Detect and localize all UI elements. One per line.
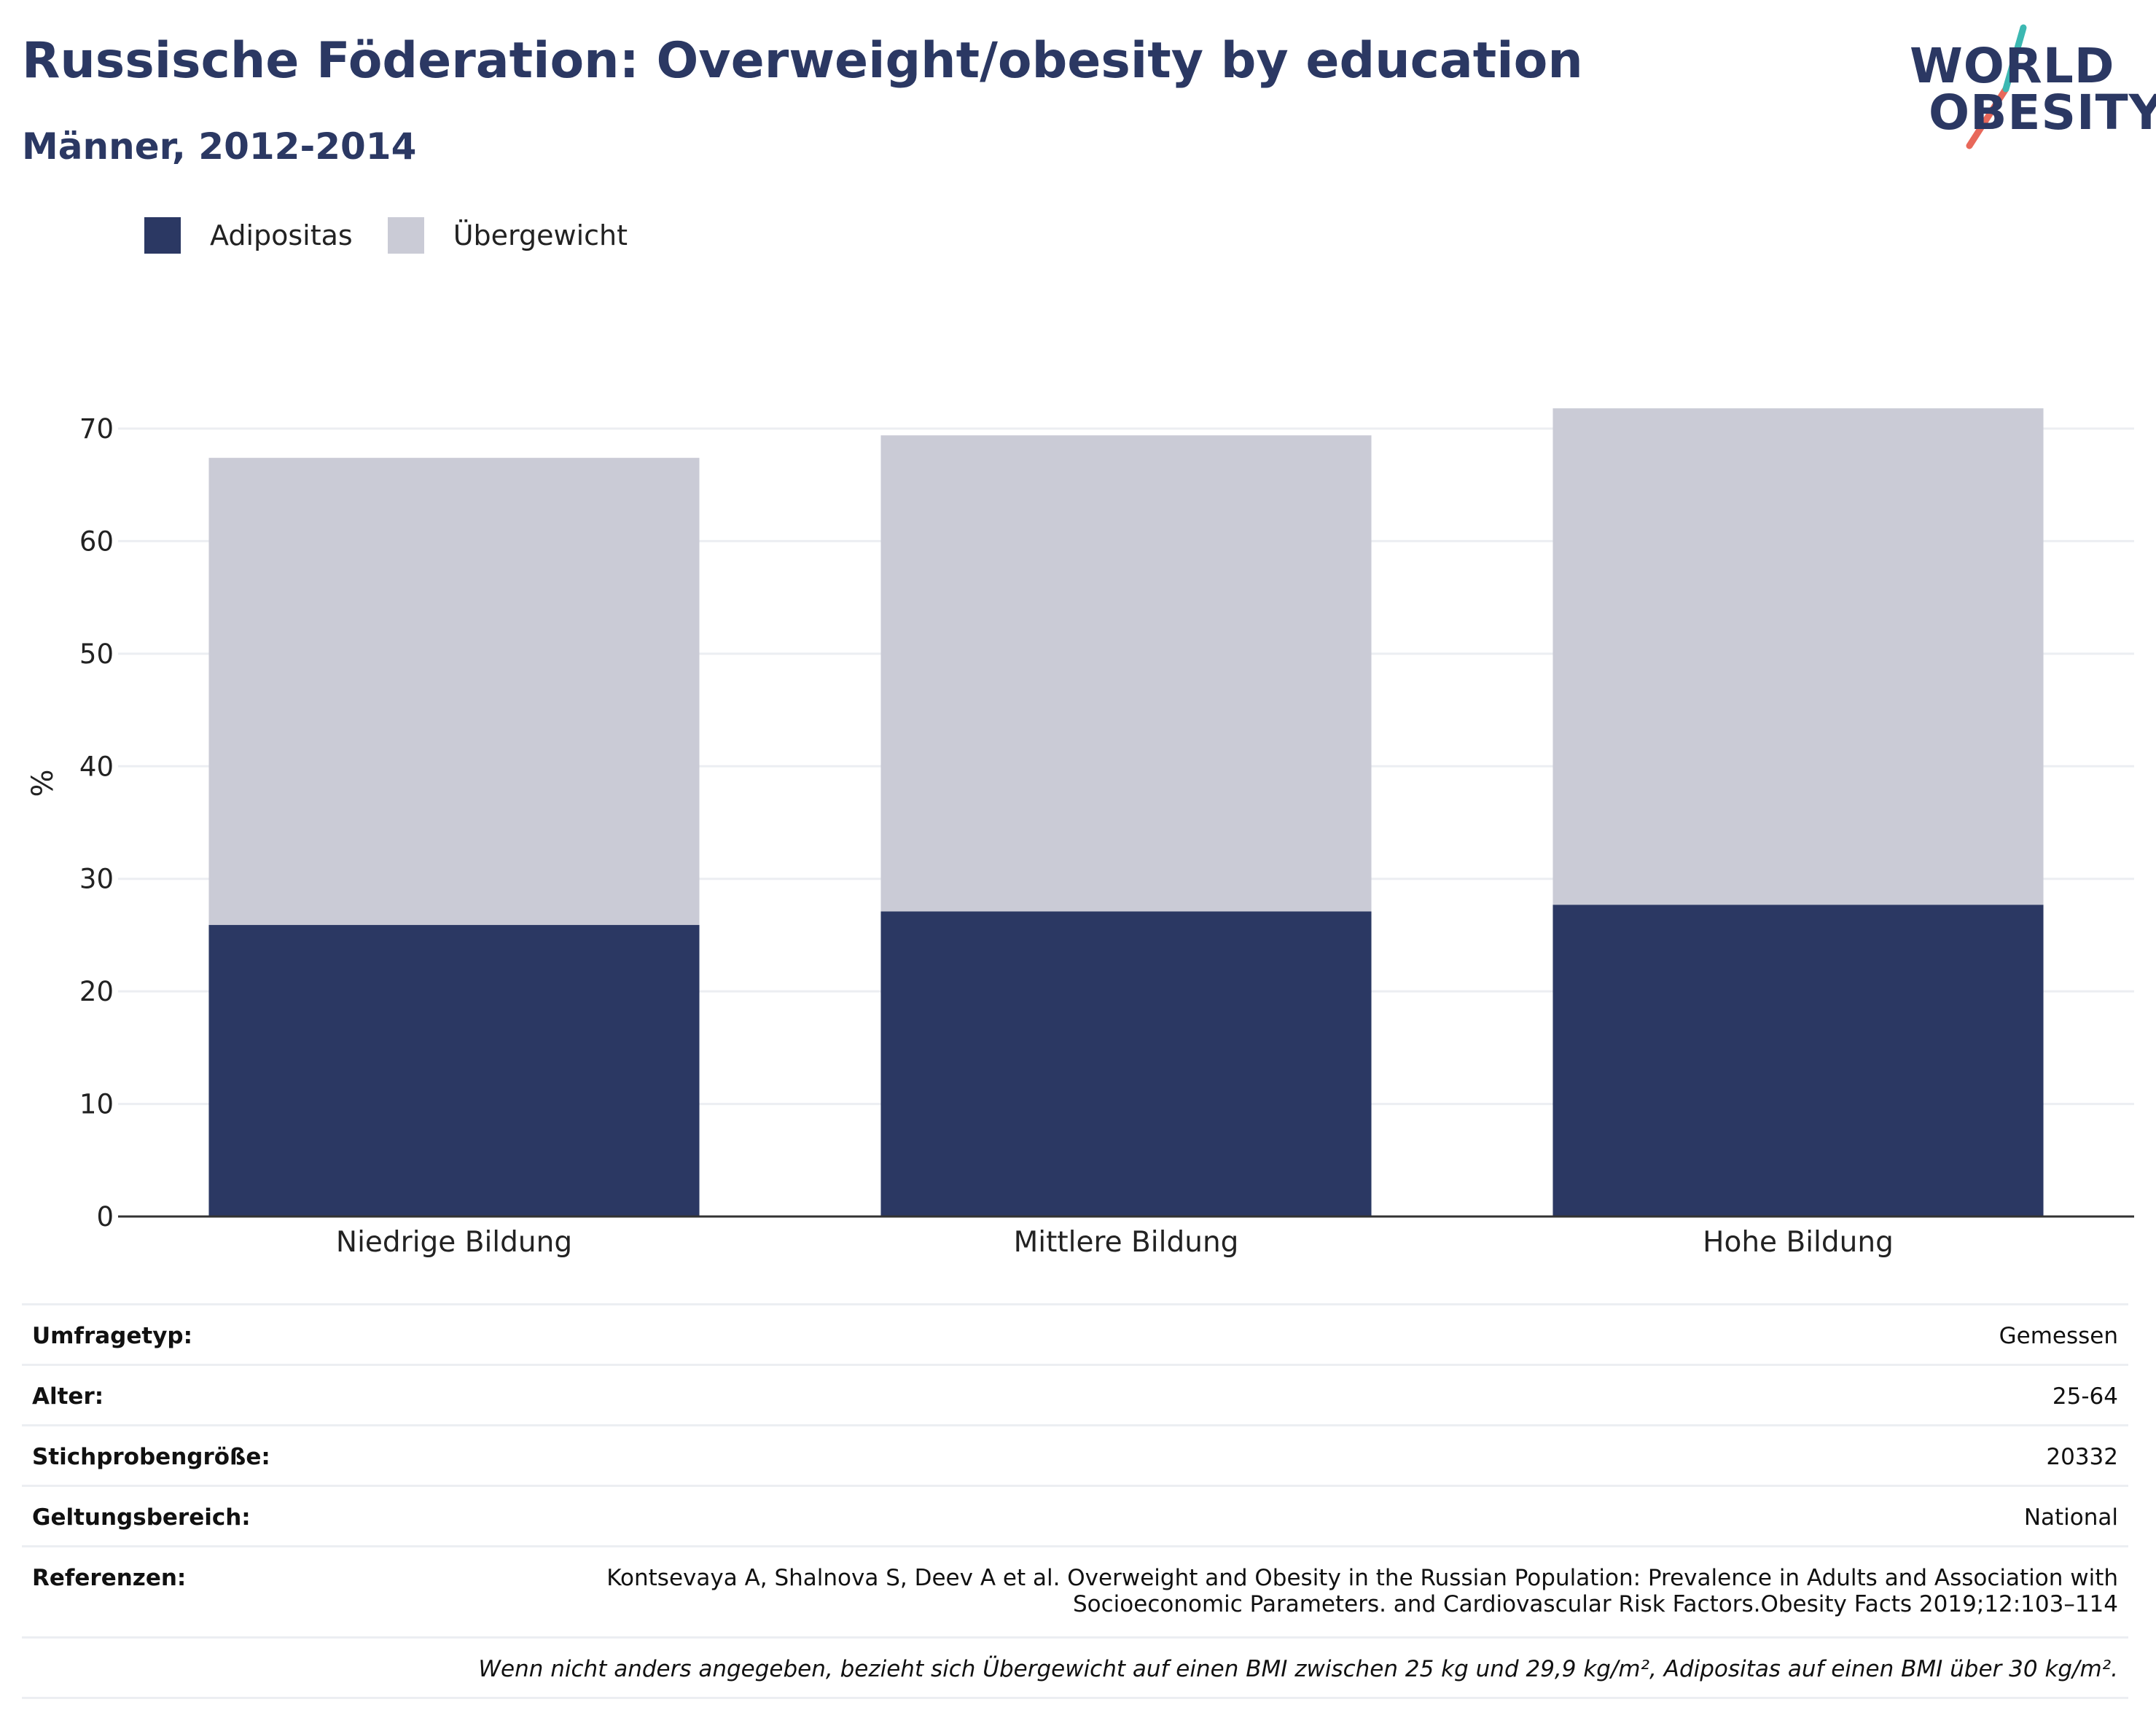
- legend-item-uebergewicht[interactable]: Übergewicht: [387, 217, 628, 254]
- meta-value: National: [2023, 1504, 2118, 1531]
- logo-text-world: WORLD: [1910, 38, 2115, 94]
- reference-text: Kontsevaya A, Shalnova S, Deev A et al. …: [606, 1565, 2118, 1617]
- x-tick-label: Niedrige Bildung: [336, 1226, 572, 1259]
- world-obesity-logo: WORLD OBESITY: [1895, 22, 2156, 153]
- y-tick-label: 40: [79, 751, 114, 782]
- meta-key: Geltungsbereich:: [32, 1504, 251, 1531]
- y-axis-label: %: [26, 769, 60, 797]
- metadata-table: Umfragetyp: Gemessen Alter: 25-64 Stichp…: [22, 1303, 2128, 1699]
- meta-value: 25-64: [2052, 1383, 2118, 1410]
- meta-row-stichprobe: Stichprobengröße: 20332: [22, 1424, 2128, 1485]
- bar-uebergewicht: [880, 435, 1372, 912]
- x-tick-label: Mittlere Bildung: [1014, 1226, 1239, 1259]
- chart-title: Russische Föderation: Overweight/obesity…: [22, 32, 1583, 90]
- meta-row-umfragetyp: Umfragetyp: Gemessen: [22, 1303, 2128, 1364]
- meta-value: 20332: [2046, 1444, 2118, 1470]
- y-tick-label: 20: [79, 976, 114, 1007]
- bar-uebergewicht: [1552, 408, 2044, 905]
- meta-bottom-divider: [22, 1697, 2128, 1699]
- legend-swatch-adipositas: [144, 217, 181, 254]
- reference-line-2: Socioeconomic Parameters. and Cardiovasc…: [1072, 1591, 2118, 1617]
- chart-legend: Adipositas Übergewicht: [144, 216, 663, 255]
- bar-adipositas: [1552, 905, 2044, 1216]
- bar-adipositas: [880, 911, 1372, 1216]
- y-tick-label: 50: [79, 638, 114, 670]
- meta-row-alter: Alter: 25-64: [22, 1364, 2128, 1424]
- legend-swatch-uebergewicht: [387, 217, 424, 254]
- meta-key: Stichprobengröße:: [32, 1444, 270, 1470]
- meta-row-geltungsbereich: Geltungsbereich: National: [22, 1485, 2128, 1545]
- y-tick-label: 70: [79, 413, 114, 445]
- meta-key: Umfragetyp:: [32, 1323, 192, 1349]
- y-tick-label: 10: [79, 1089, 114, 1120]
- logo-slash-icon: [1966, 24, 2027, 149]
- meta-value: Gemessen: [1999, 1323, 2118, 1349]
- y-tick-label: 30: [79, 864, 114, 895]
- y-tick-label: 0: [96, 1201, 114, 1233]
- y-tick-label: 60: [79, 526, 114, 557]
- legend-item-adipositas[interactable]: Adipositas: [144, 217, 353, 254]
- logo-text-obesity: OBESITY: [1929, 85, 2156, 141]
- definition-note: Wenn nicht anders angegeben, bezieht sic…: [478, 1656, 2118, 1682]
- meta-key: Alter:: [32, 1383, 104, 1410]
- bar-uebergewicht: [208, 458, 700, 926]
- meta-row-note: Wenn nicht anders angegeben, bezieht sic…: [22, 1636, 2128, 1697]
- x-tick-label: Hohe Bildung: [1703, 1226, 1894, 1259]
- legend-label-uebergewicht: Übergewicht: [453, 219, 628, 251]
- chart-subtitle: Männer, 2012-2014: [22, 125, 417, 168]
- legend-label-adipositas: Adipositas: [210, 219, 353, 251]
- reference-line-1: Kontsevaya A, Shalnova S, Deev A et al. …: [606, 1565, 2118, 1591]
- bar-adipositas: [208, 925, 700, 1216]
- meta-row-referenzen: Referenzen: Kontsevaya A, Shalnova S, De…: [22, 1545, 2128, 1636]
- meta-key: Referenzen:: [32, 1565, 187, 1591]
- stacked-bar-chart: 0 10 20 30 40 50 60 70% Niedrige Bildung Mittlere…: [26, 408, 2134, 1259]
